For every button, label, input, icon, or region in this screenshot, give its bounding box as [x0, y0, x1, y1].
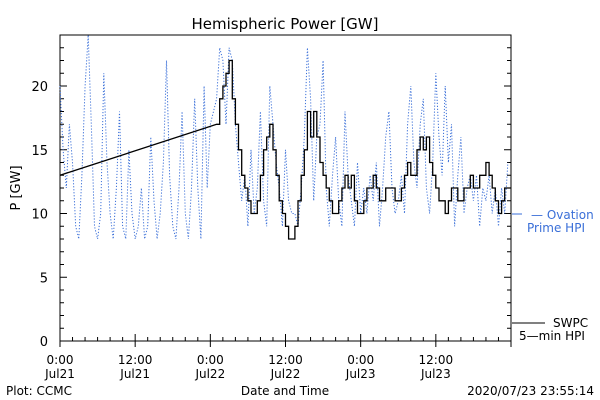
- x-tick-label-time: 0:00: [197, 353, 224, 367]
- x-tick-label-time: 12:00: [419, 353, 454, 367]
- x-tick-label-time: 0:00: [347, 353, 374, 367]
- y-tick-label: 15: [31, 144, 48, 159]
- x-tick-label-date: Jul21: [119, 367, 150, 381]
- x-axis-ticks: 0:00Jul2112:00Jul210:00Jul2212:00Jul220:…: [44, 334, 512, 381]
- swpc-legend-label-2: 5—min HPI: [519, 329, 585, 343]
- ovation-series: [59, 34, 509, 240]
- x-tick-label-date: Jul23: [345, 367, 376, 381]
- y-tick-label: 0: [40, 335, 48, 350]
- x-tick-label-time: 12:00: [118, 353, 153, 367]
- y-tick-label: 20: [31, 80, 48, 95]
- y-tick-label: 10: [31, 208, 48, 223]
- swpc-line: [59, 59, 511, 240]
- x-tick-label-date: Jul22: [194, 367, 225, 381]
- x-tick-label-date: Jul21: [44, 367, 75, 381]
- x-tick-label-time: 0:00: [47, 353, 74, 367]
- y-tick-label: 5: [40, 271, 48, 286]
- x-tick-label-date: Jul22: [270, 367, 301, 381]
- x-tick-label-time: 12:00: [268, 353, 303, 367]
- plot-frame: [59, 34, 512, 342]
- x-tick-label-date: Jul23: [420, 367, 451, 381]
- ovation-legend-label-2: Prime HPI: [527, 221, 585, 235]
- swpc-series: [59, 59, 511, 240]
- y-axis-ticks: 0 5 10 15 20: [31, 34, 511, 350]
- ovation-line: [59, 34, 509, 240]
- plot-credit: Plot: CCMC: [6, 384, 72, 398]
- plot-timestamp: 2020/07/23 23:55:14: [467, 384, 594, 398]
- ovation-legend-label: — Ovation: [531, 208, 594, 222]
- x-axis-label: Date and Time: [241, 384, 329, 398]
- y-axis-label: P [GW]: [9, 165, 24, 210]
- chart-title: Hemispheric Power [GW]: [192, 15, 379, 33]
- swpc-legend-label: SWPC: [553, 316, 588, 330]
